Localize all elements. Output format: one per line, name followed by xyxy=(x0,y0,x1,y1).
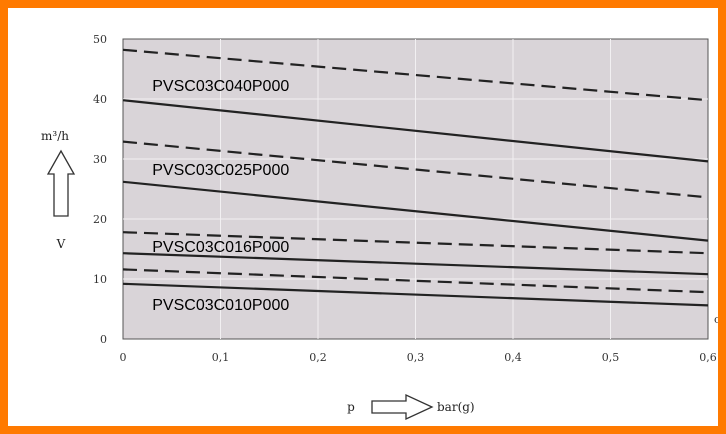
series-label: PVSC03C025P000 xyxy=(152,162,289,179)
x-tick-label: 0,1 xyxy=(212,351,230,364)
series-line-7-dashed xyxy=(122,268,709,294)
series-line-5-dashed xyxy=(122,231,709,255)
right-arrow-icon xyxy=(371,393,434,421)
chart-frame: 0 0,1 0,2 0,3 0,4 0,5 0,6 0 10 20 30 40 50 PVSC03C04… xyxy=(8,8,718,426)
up-arrow-icon xyxy=(46,149,76,217)
x-tick-label: 0,3 xyxy=(407,351,425,364)
grid-lines xyxy=(123,39,708,339)
x-tick-label: 0 xyxy=(120,351,127,364)
series-line-3-dashed xyxy=(122,140,709,199)
x-tick-label: 0,2 xyxy=(309,351,327,364)
y-tick-label: 50 xyxy=(93,33,107,46)
series-line-4-solid xyxy=(122,180,709,242)
series-line-6-solid xyxy=(122,252,709,276)
series-labels: PVSC03C040P000 PVSC03C025P000 PVSC03C016P0… xyxy=(152,78,289,314)
series-line-8-solid xyxy=(122,282,709,307)
x-tick-label: 0,6 xyxy=(699,351,717,364)
y-axis-unit: m³/h xyxy=(41,129,69,143)
x-tick-label: 0,4 xyxy=(504,351,522,364)
y-tick-label: 10 xyxy=(93,273,107,286)
series-label: PVSC03C016P000 xyxy=(152,239,289,256)
series-label: PVSC03C040P000 xyxy=(152,78,289,95)
series-lines xyxy=(122,48,709,307)
stray-mark: o xyxy=(714,313,718,326)
series-line-2-solid xyxy=(122,99,709,163)
y-tick-label: 0 xyxy=(100,333,107,346)
flow-pressure-chart: 0 0,1 0,2 0,3 0,4 0,5 0,6 0 10 20 30 40 50 PVSC03C04… xyxy=(41,33,718,421)
y-axis-symbol: V xyxy=(56,237,66,251)
x-axis-unit: bar(g) xyxy=(437,400,475,414)
series-label: PVSC03C010P000 xyxy=(152,297,289,314)
y-tick-label: 30 xyxy=(93,153,107,166)
tick-labels: 0 0,1 0,2 0,3 0,4 0,5 0,6 0 10 20 30 40 50 xyxy=(93,33,717,364)
x-tick-label: 0,5 xyxy=(602,351,620,364)
y-tick-label: 20 xyxy=(93,213,107,226)
y-tick-label: 40 xyxy=(93,93,107,106)
x-axis-symbol: p xyxy=(347,400,355,414)
series-line-1-dashed xyxy=(122,48,709,102)
